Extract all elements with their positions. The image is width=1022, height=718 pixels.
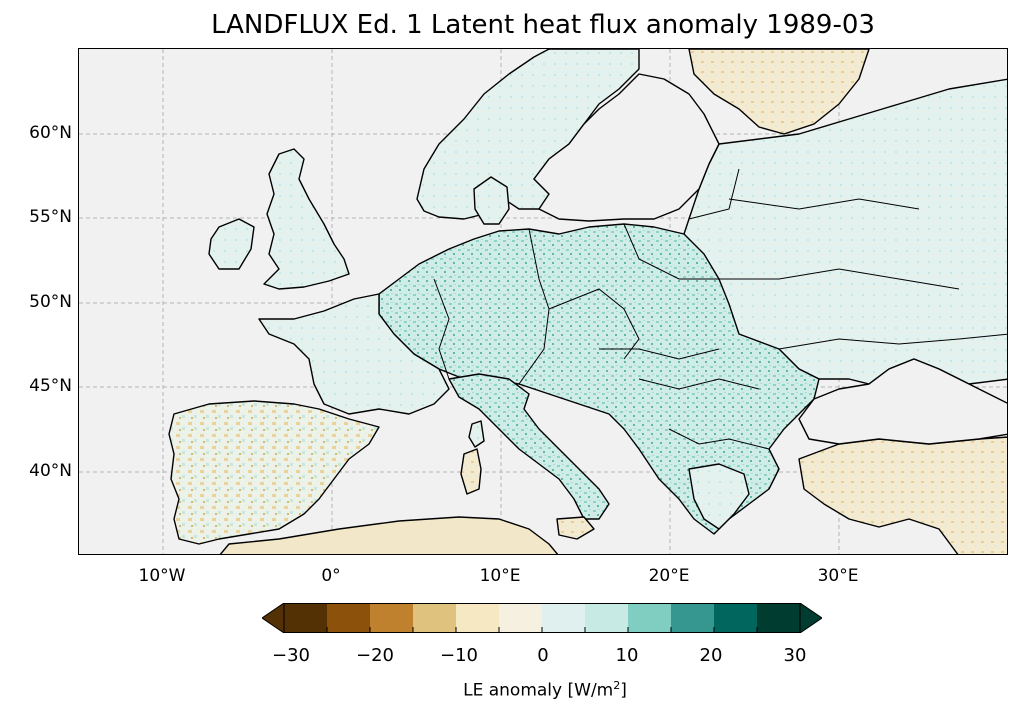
map-panel[interactable]: [78, 48, 1008, 555]
colorbar-segment: [628, 603, 672, 633]
colorbar-label-sup: 2: [613, 679, 621, 692]
land-greece: [688, 463, 750, 530]
colorbar-label: LE anomaly [W/m2]: [0, 679, 1022, 701]
land-great-britain: [263, 148, 350, 290]
colorbar-segment: [714, 603, 758, 633]
lon-label-10e: 10°E: [479, 566, 521, 586]
colorbar-segments: [284, 603, 801, 633]
land-sardinia: [460, 448, 482, 495]
lat-label-40: 40°N: [29, 461, 72, 481]
land-turkey: [798, 436, 1007, 554]
colorbar-segment: [284, 603, 328, 633]
colorbar-segment: [370, 603, 414, 633]
colorbar-extend-high: [799, 603, 822, 633]
baltic-sea: [533, 73, 720, 222]
land-north-africa: [219, 516, 559, 554]
colorbar-tick-neg20: −20: [356, 645, 394, 666]
lon-label-30e: 30°E: [817, 566, 859, 586]
country-borders: [433, 168, 1007, 450]
land-central-europe: [378, 223, 820, 535]
colorbar-tick-10: 10: [615, 645, 639, 666]
colorbar-segment: [671, 603, 715, 633]
colorbar-segment: [327, 603, 371, 633]
colorbar-segment: [499, 603, 543, 633]
land-iberia: [168, 400, 380, 545]
colorbar-segment: [585, 603, 629, 633]
colorbar-tick-neg10: −10: [440, 645, 478, 666]
colorbar-tick-30: 30: [783, 645, 807, 666]
land-italy: [448, 373, 610, 520]
land-corsica: [468, 420, 485, 448]
black-sea: [798, 358, 1007, 445]
map-svg: [79, 49, 1007, 554]
colorbar-segment: [757, 603, 801, 633]
colorbar-tick-neg30: −30: [272, 645, 310, 666]
land-denmark: [473, 176, 510, 225]
colorbar-label-text: LE anomaly [W/m: [463, 680, 614, 701]
colorbar-label-suffix: ]: [620, 680, 627, 701]
lat-label-60: 60°N: [29, 123, 72, 143]
lon-label-10w: 10°W: [138, 566, 186, 586]
lat-label-50: 50°N: [29, 292, 72, 312]
lat-label-55: 55°N: [29, 207, 72, 227]
colorbar-segment: [542, 603, 586, 633]
colorbar-segment: [456, 603, 500, 633]
land-ireland: [208, 218, 255, 270]
colorbar: [262, 603, 822, 633]
lon-label-20e: 20°E: [648, 566, 690, 586]
land-finland: [688, 49, 870, 135]
landmasses: [168, 49, 1007, 554]
colorbar-extend-low: [262, 603, 285, 633]
lat-label-45: 45°N: [29, 376, 72, 396]
land-france: [258, 293, 450, 415]
colorbar-tick-20: 20: [699, 645, 723, 666]
land-sicily: [556, 516, 595, 540]
lon-label-0: 0°: [321, 566, 341, 586]
colorbar-tick-0: 0: [537, 645, 549, 666]
colorbar-segment: [413, 603, 457, 633]
chart-title: LANDFLUX Ed. 1 Latent heat flux anomaly …: [211, 10, 875, 40]
